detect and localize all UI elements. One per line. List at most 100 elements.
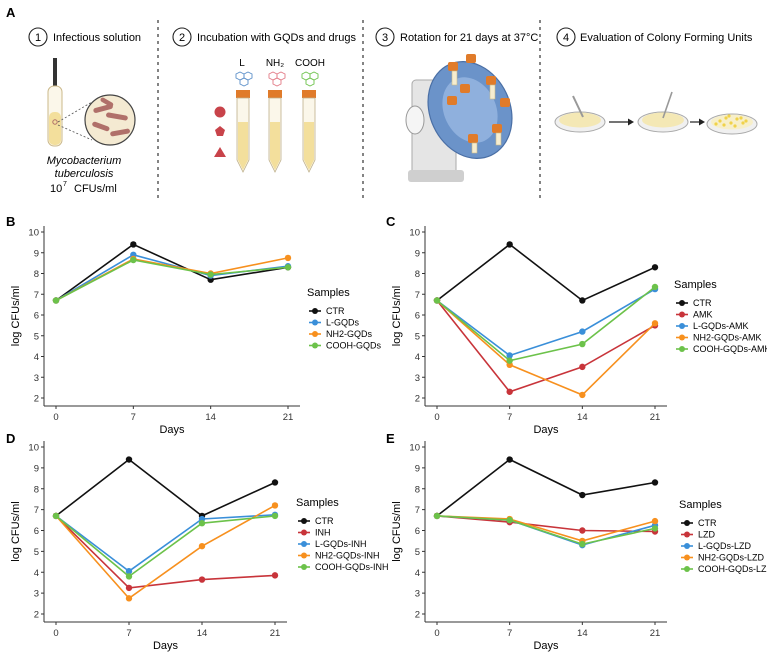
y-tick-label: 3 (415, 373, 420, 384)
legend-label: CTR (693, 298, 712, 308)
petri-dish-illustrations (554, 91, 758, 135)
legend-label: AMK (693, 310, 713, 320)
step-1: 1 Infectious solution Mycobacterium tube… (28, 27, 141, 195)
data-point (271, 572, 279, 579)
chart-panel-b: B 2 3 4 5 6 7 8 9 10 0 7 14 21 Days log CFUs/ml Samples C… (6, 214, 381, 436)
y-tick-label: 7 (34, 505, 39, 516)
x-tick-label: 14 (205, 412, 216, 423)
x-tick-label: 14 (577, 628, 588, 639)
step-number-badge (28, 27, 48, 47)
data-point (130, 241, 137, 248)
legend-swatch-point (684, 566, 690, 572)
legend-label: NH2-GQDs-LZD (698, 553, 765, 563)
legend-label: L-GQDs-AMK (693, 321, 749, 331)
chart-panel-e: E 2 3 4 5 6 7 8 9 10 0 7 14 21 Days log CFUs/ml Samples C… (386, 431, 767, 652)
panel-a-letter: A (6, 5, 16, 20)
legend-swatch-point (312, 342, 318, 349)
data-point (579, 363, 586, 371)
y-tick-label: 3 (34, 589, 39, 600)
series-line (55, 458, 276, 517)
data-point (198, 542, 206, 550)
gqd-label-nh2: NH₂ (266, 58, 284, 69)
y-tick-label: 9 (415, 463, 420, 474)
legend-swatch-point (679, 346, 685, 352)
falcon-tubes-illustration (236, 90, 316, 173)
data-point (651, 479, 659, 486)
data-point (125, 568, 133, 575)
series-line (55, 243, 289, 302)
legend-swatch-point (684, 554, 690, 561)
step-number-badge (172, 27, 192, 47)
y-tick-label: 10 (409, 228, 420, 239)
panel-letter: E (386, 431, 395, 446)
data-point (207, 271, 214, 278)
series-l-gqds-inh (52, 511, 279, 575)
series-line (436, 458, 656, 517)
arrow-icon (690, 118, 705, 126)
panel-letter: B (6, 214, 15, 229)
legend-swatch-point (679, 334, 685, 341)
series-line (436, 515, 656, 542)
x-tick-label: 21 (650, 628, 661, 639)
y-tick-label: 9 (34, 463, 39, 474)
x-tick-label: 7 (507, 412, 512, 423)
data-point (651, 264, 659, 271)
legend-label: COOH-GQDs-AMK (693, 344, 767, 354)
series-l-gqds-amk (433, 285, 659, 359)
legend-swatch-point (301, 564, 307, 570)
data-point (125, 456, 133, 463)
data-point (52, 512, 60, 520)
y-tick-label: 10 (28, 228, 39, 239)
legend-swatch-point (301, 541, 307, 547)
y-tick-label: 9 (415, 248, 420, 259)
data-point (579, 491, 586, 499)
data-point (284, 264, 292, 271)
y-tick-label: 6 (34, 311, 39, 322)
legend-label: L-GQDs-INH (315, 539, 367, 549)
x-tick-label: 0 (53, 412, 58, 423)
y-tick-label: 2 (34, 610, 39, 621)
y-tick-label: 3 (34, 373, 39, 384)
y-tick-label: 2 (415, 394, 420, 405)
y-tick-label: 5 (415, 547, 420, 558)
legend-swatch-point (679, 300, 685, 306)
x-tick-label: 7 (126, 628, 131, 639)
legend-swatch-point (684, 520, 690, 526)
panel-letter: D (6, 431, 15, 446)
data-point (651, 283, 659, 291)
y-axis-label: log CFUs/ml (391, 501, 403, 562)
data-point (198, 576, 206, 583)
y-tick-label: 5 (34, 331, 39, 342)
series-nh2-gqds-amk (433, 297, 659, 399)
y-tick-label: 8 (34, 269, 39, 280)
step-2: 2 Incubation with GQDs and drugs L NH₂ C… (172, 27, 356, 173)
series-line (436, 288, 656, 357)
drug-shape-icons (214, 106, 226, 157)
legend-label: COOH-GQDs (326, 341, 381, 351)
data-point (506, 516, 513, 524)
chart-panel-d: D 2 3 4 5 6 7 8 9 10 0 7 14 21 Days log CFUs/ml Samples C… (6, 431, 389, 652)
y-tick-label: 9 (34, 248, 39, 259)
y-tick-label: 2 (34, 394, 39, 405)
legend-title: Samples (307, 287, 350, 299)
rotator-illustration (405, 54, 513, 182)
data-point (198, 519, 206, 527)
concentration-unit: CFUs/ml (74, 183, 117, 195)
series-line (436, 299, 656, 396)
x-tick-label: 0 (434, 628, 439, 639)
concentration-base: 10 (50, 183, 62, 195)
legend-swatch-point (684, 531, 690, 538)
data-point (579, 328, 586, 335)
data-point (125, 584, 133, 592)
x-tick-label: 7 (131, 412, 136, 423)
series-line (436, 300, 656, 393)
legend-title: Samples (674, 279, 717, 291)
data-point (651, 517, 659, 525)
x-axis-label: Days (159, 424, 185, 436)
x-tick-label: 14 (577, 412, 588, 423)
y-tick-label: 3 (415, 589, 420, 600)
series-line (55, 514, 276, 573)
data-point (579, 297, 586, 304)
